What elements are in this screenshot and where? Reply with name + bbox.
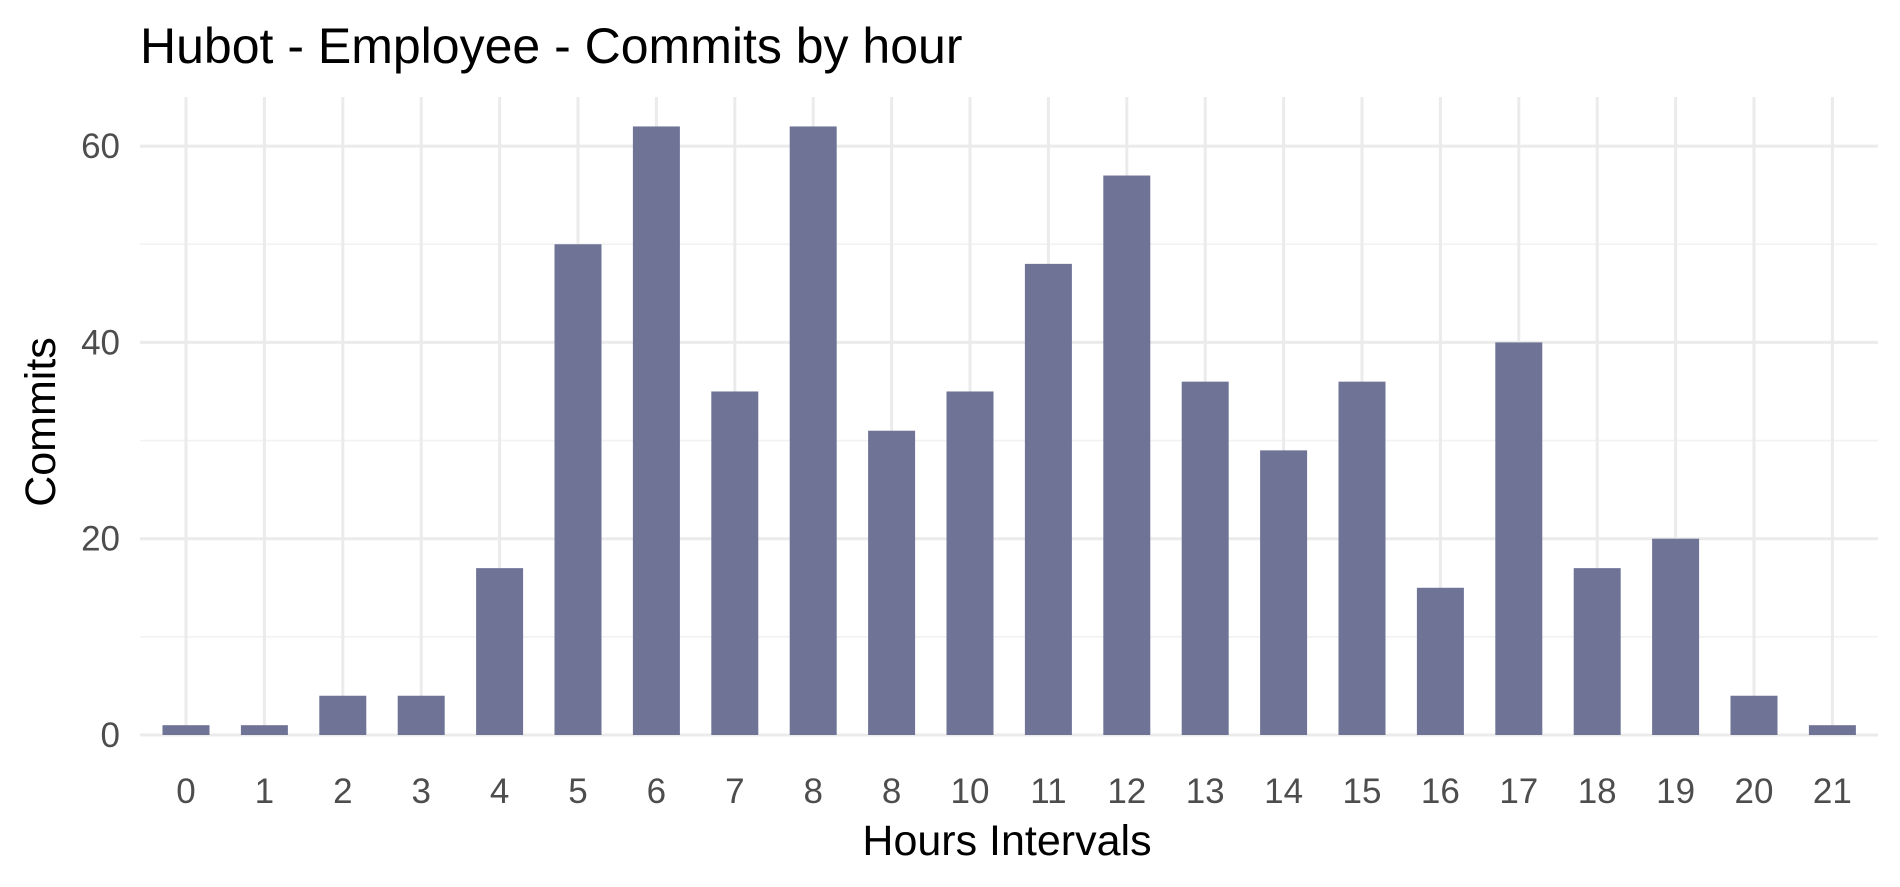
bar-8 (789, 126, 837, 735)
bar-3 (397, 695, 445, 735)
x-tick-label: 1 (255, 772, 274, 811)
bar-14 (1260, 450, 1308, 735)
y-axis-ticks: 0 20 40 60 (81, 127, 120, 755)
x-tick-label: 18 (1578, 772, 1617, 811)
chart-title: Hubot - Employee - Commits by hour (140, 18, 963, 74)
bar-21 (1808, 725, 1856, 735)
x-tick-label: 8 (882, 772, 901, 811)
x-tick-label: 10 (951, 772, 990, 811)
x-tick-label: 20 (1735, 772, 1774, 811)
bars (162, 126, 1856, 735)
bar-10 (946, 391, 994, 735)
x-tick-label: 14 (1264, 772, 1303, 811)
bar-19 (1652, 538, 1700, 735)
x-tick-label: 3 (411, 772, 430, 811)
x-tick-label: 8 (803, 772, 822, 811)
bar-9 (868, 430, 916, 735)
bar-13 (1181, 381, 1229, 735)
bar-1 (240, 725, 288, 735)
x-tick-label: 13 (1186, 772, 1225, 811)
x-tick-label: 19 (1656, 772, 1695, 811)
x-tick-label: 15 (1343, 772, 1382, 811)
x-axis-ticks: 0 1 2 3 4 5 6 7 8 8 10 11 12 13 14 15 16 17 18 19 20 21 (176, 772, 1852, 811)
bar-16 (1416, 587, 1464, 735)
y-tick-label: 40 (81, 323, 120, 362)
bar-12 (1103, 175, 1151, 735)
bar-11 (1024, 263, 1072, 735)
x-tick-label: 6 (647, 772, 666, 811)
bar-0 (162, 725, 210, 735)
x-axis-title: Hours Intervals (862, 817, 1151, 865)
x-tick-label: 2 (333, 772, 352, 811)
bar-7 (711, 391, 759, 735)
bar-17 (1495, 342, 1543, 735)
y-tick-label: 20 (81, 520, 120, 559)
x-tick-label: 12 (1107, 772, 1146, 811)
x-tick-label: 7 (725, 772, 744, 811)
y-tick-label: 0 (101, 716, 120, 755)
x-tick-label: 4 (490, 772, 509, 811)
x-tick-label: 0 (176, 772, 195, 811)
bar-6 (632, 126, 680, 735)
x-tick-label: 11 (1030, 772, 1066, 811)
bar-15 (1338, 381, 1386, 735)
x-tick-label: 21 (1813, 772, 1852, 811)
bar-5 (554, 244, 602, 735)
x-tick-label: 5 (568, 772, 587, 811)
y-tick-label: 60 (81, 127, 120, 166)
bar-2 (319, 695, 367, 735)
bar-20 (1730, 695, 1778, 735)
bar-4 (476, 568, 524, 735)
x-tick-label: 17 (1499, 772, 1538, 811)
x-tick-label: 16 (1421, 772, 1460, 811)
bar-18 (1573, 568, 1621, 735)
y-axis-title: Commits (17, 337, 65, 507)
